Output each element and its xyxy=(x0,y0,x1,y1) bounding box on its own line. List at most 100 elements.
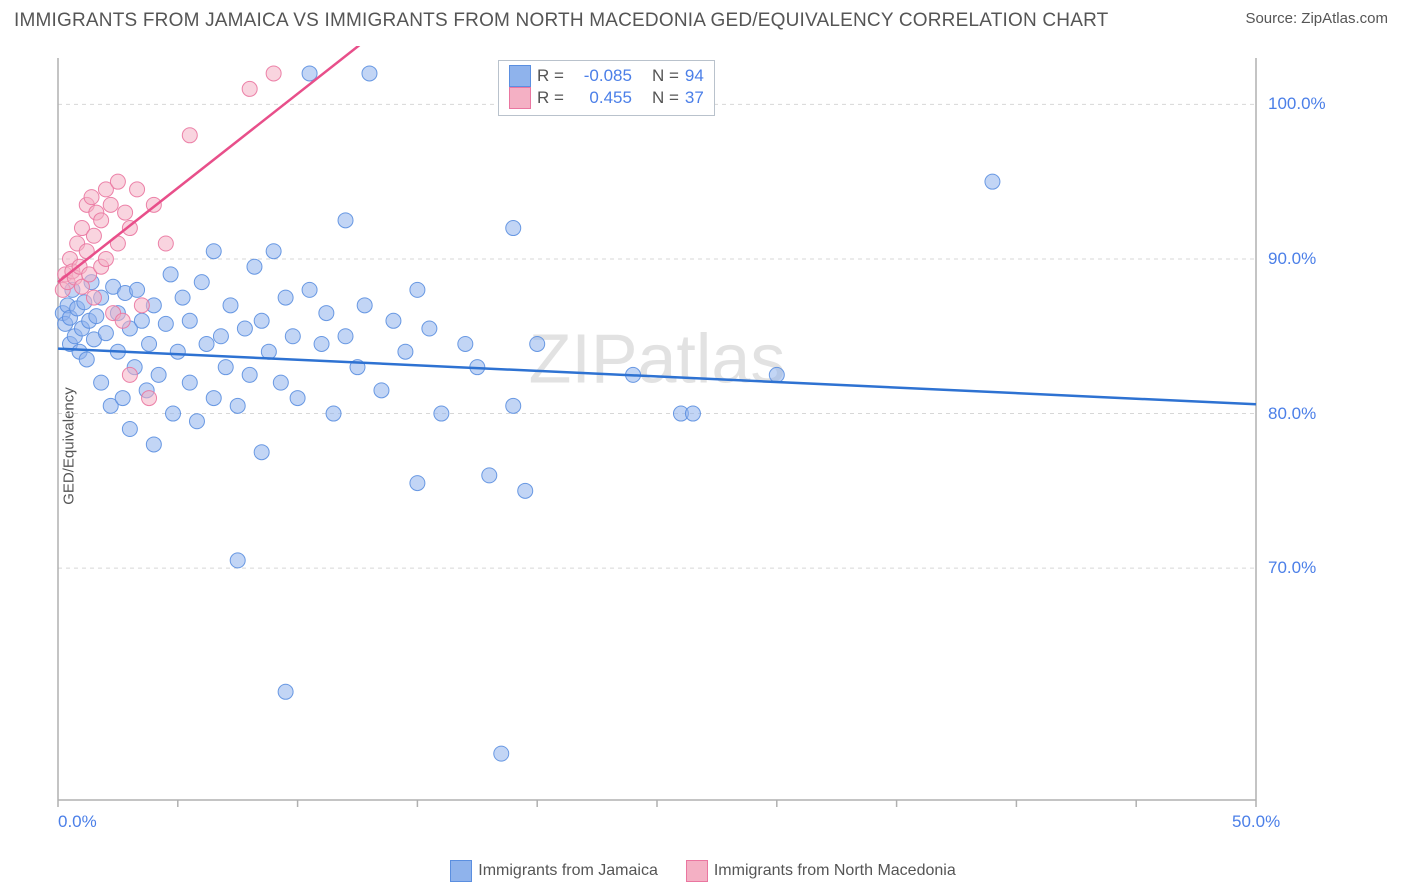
scatter-point xyxy=(79,352,94,367)
scatter-point xyxy=(285,329,300,344)
scatter-point xyxy=(115,391,130,406)
scatter-point xyxy=(163,267,178,282)
scatter-point xyxy=(374,383,389,398)
scatter-point xyxy=(290,391,305,406)
chart-title: IMMIGRANTS FROM JAMAICA VS IMMIGRANTS FR… xyxy=(14,10,1108,32)
watermark: ZIPatlas xyxy=(529,320,786,398)
scatter-point xyxy=(422,321,437,336)
y-tick-label: 80.0% xyxy=(1268,404,1316,424)
scatter-point xyxy=(266,66,281,81)
stat-n-value: 94 xyxy=(685,66,704,86)
scatter-point xyxy=(685,406,700,421)
legend-item: Immigrants from North Macedonia xyxy=(686,860,956,882)
stat-r-label: R = xyxy=(537,66,564,86)
scatter-point xyxy=(110,174,125,189)
scatter-point xyxy=(170,344,185,359)
scatter-point xyxy=(130,282,145,297)
scatter-point xyxy=(482,468,497,483)
scatter-point xyxy=(134,298,149,313)
scatter-point xyxy=(506,398,521,413)
legend-label: Immigrants from North Macedonia xyxy=(714,862,956,880)
scatter-point xyxy=(146,437,161,452)
scatter-point xyxy=(182,375,197,390)
scatter-point xyxy=(319,306,334,321)
scatter-point xyxy=(94,213,109,228)
scatter-point xyxy=(206,391,221,406)
bottom-legend: Immigrants from Jamaica Immigrants from N… xyxy=(0,860,1406,882)
scatter-point xyxy=(98,326,113,341)
scatter-point xyxy=(206,244,221,259)
scatter-point xyxy=(98,251,113,266)
scatter-point xyxy=(254,313,269,328)
plot-area: ZIPatlas 70.0%80.0%90.0%100.0%0.0%50.0%R… xyxy=(48,46,1348,836)
scatter-point xyxy=(266,244,281,259)
scatter-point xyxy=(189,414,204,429)
scatter-point xyxy=(242,367,257,382)
header-row: IMMIGRANTS FROM JAMAICA VS IMMIGRANTS FR… xyxy=(0,0,1406,36)
scatter-point xyxy=(134,313,149,328)
scatter-point xyxy=(242,81,257,96)
y-tick-label: 70.0% xyxy=(1268,558,1316,578)
stats-box: R = -0.085 N = 94R = 0.455N = 37 xyxy=(498,60,715,116)
scatter-point xyxy=(94,375,109,390)
scatter-point xyxy=(151,367,166,382)
y-tick-label: 100.0% xyxy=(1268,94,1326,114)
stat-r-value: 0.455 xyxy=(570,88,632,108)
scatter-point xyxy=(410,282,425,297)
scatter-point xyxy=(247,259,262,274)
scatter-point xyxy=(338,329,353,344)
legend-swatch xyxy=(509,65,531,87)
scatter-point xyxy=(530,336,545,351)
scatter-point xyxy=(103,197,118,212)
scatter-point xyxy=(302,282,317,297)
scatter-point xyxy=(230,553,245,568)
scatter-point xyxy=(237,321,252,336)
scatter-point xyxy=(86,228,101,243)
scatter-point xyxy=(84,190,99,205)
scatter-point xyxy=(142,391,157,406)
scatter-point xyxy=(142,336,157,351)
scatter-point xyxy=(194,275,209,290)
scatter-point xyxy=(182,128,197,143)
stat-n-value: 37 xyxy=(685,88,704,108)
scatter-point xyxy=(118,205,133,220)
scatter-point xyxy=(357,298,372,313)
scatter-point xyxy=(326,406,341,421)
legend-swatch xyxy=(686,860,708,882)
scatter-point xyxy=(278,684,293,699)
scatter-point xyxy=(175,290,190,305)
scatter-point xyxy=(434,406,449,421)
scatter-point xyxy=(985,174,1000,189)
scatter-point xyxy=(223,298,238,313)
scatter-point xyxy=(410,476,425,491)
scatter-point xyxy=(130,182,145,197)
scatter-point xyxy=(86,290,101,305)
stat-r-label: R = xyxy=(537,88,564,108)
x-tick-label: 50.0% xyxy=(1232,812,1280,832)
scatter-point xyxy=(213,329,228,344)
scatter-point xyxy=(199,336,214,351)
scatter-point xyxy=(158,316,173,331)
legend-item: Immigrants from Jamaica xyxy=(450,860,658,882)
scatter-point xyxy=(89,309,104,324)
chart-svg: ZIPatlas xyxy=(48,46,1348,836)
scatter-point xyxy=(166,406,181,421)
scatter-point xyxy=(254,445,269,460)
legend-label: Immigrants from Jamaica xyxy=(478,862,658,880)
scatter-point xyxy=(122,367,137,382)
scatter-point xyxy=(230,398,245,413)
scatter-point xyxy=(278,290,293,305)
scatter-point xyxy=(182,313,197,328)
stat-n-label: N = xyxy=(652,66,679,86)
scatter-point xyxy=(518,483,533,498)
scatter-point xyxy=(494,746,509,761)
y-tick-label: 90.0% xyxy=(1268,249,1316,269)
scatter-point xyxy=(398,344,413,359)
stats-row: R = -0.085 N = 94 xyxy=(509,65,704,87)
scatter-point xyxy=(218,360,233,375)
scatter-point xyxy=(158,236,173,251)
stats-row: R = 0.455N = 37 xyxy=(509,87,704,109)
scatter-point xyxy=(314,336,329,351)
stat-r-value: -0.085 xyxy=(570,66,632,86)
scatter-point xyxy=(386,313,401,328)
